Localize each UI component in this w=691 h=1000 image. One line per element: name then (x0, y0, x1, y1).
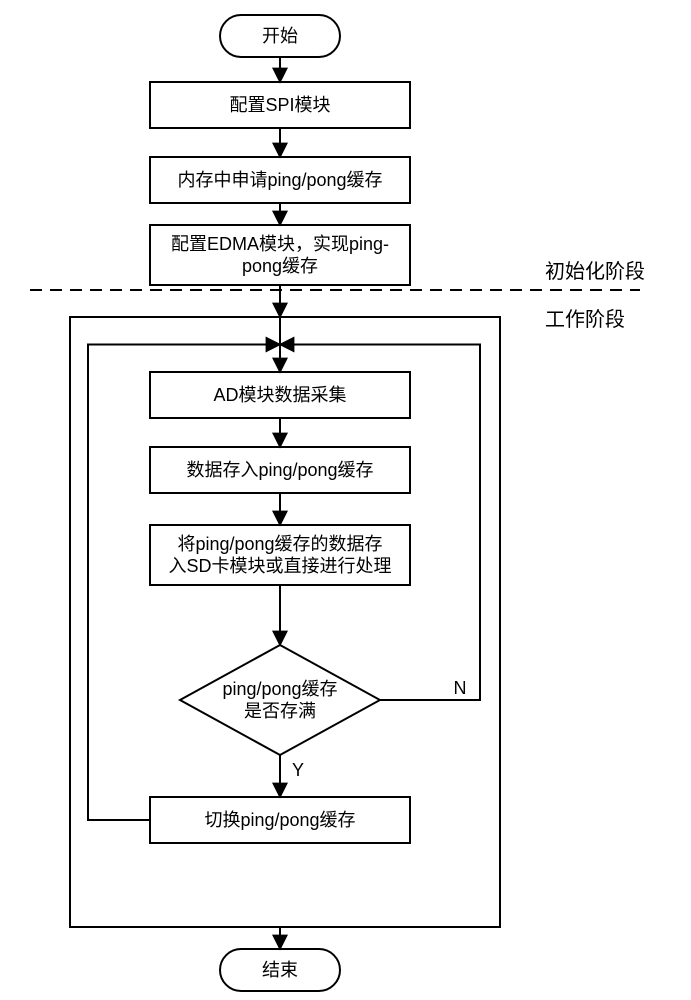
end-terminator-label: 结束 (262, 960, 298, 980)
label-no: N (454, 678, 467, 698)
end-terminator: 结束 (220, 949, 340, 991)
step-write-sd-label-1: 将ping/pong缓存的数据存 (177, 534, 382, 554)
step-switch-buffer-label: 切换ping/pong缓存 (204, 810, 355, 830)
start-terminator: 开始 (220, 15, 340, 57)
step-config-edma-label-1: 配置EDMA模块，实现ping- (171, 234, 389, 254)
step-config-spi-label: 配置SPI模块 (229, 95, 330, 115)
step-store-pingpong-label: 数据存入ping/pong缓存 (186, 460, 373, 480)
step-config-edma: 配置EDMA模块，实现ping-pong缓存 (150, 225, 410, 285)
step-alloc-pingpong: 内存中申请ping/pong缓存 (150, 157, 410, 203)
decision-buffer-full-label-2: 是否存满 (244, 701, 316, 721)
start-terminator-label: 开始 (262, 26, 298, 46)
step-ad-collect: AD模块数据采集 (150, 372, 410, 418)
phase-work-label: 工作阶段 (545, 308, 625, 331)
step-config-edma-label-2: pong缓存 (242, 256, 318, 276)
step-write-sd: 将ping/pong缓存的数据存入SD卡模块或直接进行处理 (150, 525, 410, 585)
decision-buffer-full-label-1: ping/pong缓存 (222, 679, 337, 699)
step-ad-collect-label: AD模块数据采集 (213, 385, 346, 405)
step-store-pingpong: 数据存入ping/pong缓存 (150, 447, 410, 493)
step-switch-buffer: 切换ping/pong缓存 (150, 797, 410, 843)
label-yes: Y (292, 760, 304, 780)
step-config-spi: 配置SPI模块 (150, 82, 410, 128)
decision-buffer-full: ping/pong缓存是否存满 (180, 645, 380, 755)
phase-init-label: 初始化阶段 (545, 260, 645, 283)
step-write-sd-label-2: 入SD卡模块或直接进行处理 (168, 556, 391, 576)
step-alloc-pingpong-label: 内存中申请ping/pong缓存 (177, 170, 382, 190)
